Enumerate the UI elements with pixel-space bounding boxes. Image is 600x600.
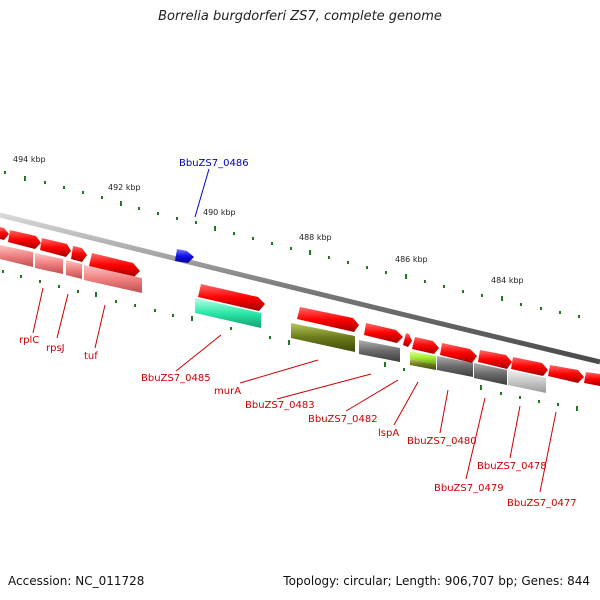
scale-ticks: [4, 171, 580, 318]
scale-label: 494 kbp: [13, 155, 46, 164]
callout-line: [439, 389, 449, 434]
major-tick: [384, 362, 386, 367]
callout-line: [465, 397, 486, 480]
teal-feature[interactable]: [195, 298, 261, 328]
gene-feature[interactable]: [548, 365, 584, 383]
pink-feature[interactable]: [35, 253, 63, 274]
major-tick: [191, 316, 193, 321]
callout-line: [345, 379, 399, 412]
lime-feature[interactable]: [410, 351, 436, 364]
gene-label[interactable]: rpsJ: [46, 343, 65, 354]
scale-label: 488 kbp: [299, 233, 332, 242]
gene-feature[interactable]: [40, 238, 71, 257]
olive-feature[interactable]: [410, 359, 436, 370]
gene-feature[interactable]: [364, 323, 403, 343]
major-tick: [309, 250, 311, 255]
gene-feature[interactable]: [511, 357, 548, 376]
gene-label[interactable]: lspA: [378, 428, 399, 439]
genome-backbone: [0, 212, 600, 365]
genome-title: Borrelia burgdorferi ZS7, complete genom…: [158, 9, 442, 24]
scale-label: 486 kbp: [395, 255, 428, 264]
gene-label[interactable]: murA: [214, 386, 241, 397]
major-tick: [214, 226, 216, 231]
olive-feature[interactable]: [291, 323, 355, 352]
gene-labels: rplC rpsJ tuf BbuZS7_0486 BbuZS7_0485 mu…: [19, 158, 577, 509]
gene-label[interactable]: rplC: [19, 335, 39, 346]
light-gray-feature[interactable]: [508, 370, 546, 393]
gene-label[interactable]: BbuZS7_0480: [407, 436, 477, 447]
rna-features: [0, 245, 546, 393]
gene-feature[interactable]: [584, 372, 600, 386]
scale-label: 490 kbp: [203, 208, 236, 217]
gene-label[interactable]: tuf: [84, 351, 98, 362]
scale-label: 492 kbp: [108, 183, 141, 192]
scale-label: 484 kbp: [491, 276, 524, 285]
callout-line: [56, 293, 69, 339]
gene-feature[interactable]: [440, 343, 477, 363]
major-tick: [288, 340, 290, 345]
callout-line: [393, 381, 419, 426]
major-tick: [120, 201, 122, 206]
accession-text: Accession: NC_011728: [8, 574, 145, 588]
gene-feature[interactable]: [297, 307, 359, 332]
pink-feature[interactable]: [84, 265, 142, 293]
forward-genes: [0, 227, 600, 386]
callout-line: [539, 411, 557, 493]
gene-feature[interactable]: [403, 333, 412, 347]
gene-feature[interactable]: [478, 350, 512, 369]
callout-line: [276, 373, 372, 400]
major-tick: [480, 385, 482, 390]
gene-label[interactable]: BbuZS7_0485: [141, 373, 211, 384]
callout-line: [175, 334, 222, 372]
gene-feature[interactable]: [8, 230, 41, 249]
gene-feature[interactable]: [412, 337, 439, 354]
gene-label[interactable]: BbuZS7_0483: [245, 400, 315, 411]
inner-scale-ticks: [2, 270, 578, 411]
gene-label[interactable]: BbuZS7_0478: [477, 461, 547, 472]
major-tick: [24, 176, 26, 181]
callout-lines: [32, 168, 557, 493]
pink-feature[interactable]: [66, 260, 82, 279]
major-tick: [95, 292, 97, 297]
callout-line: [194, 168, 210, 218]
gene-feature[interactable]: [71, 246, 87, 262]
major-tick: [405, 274, 407, 279]
gray-feature[interactable]: [359, 340, 400, 362]
gene-label[interactable]: BbuZS7_0482: [308, 414, 378, 425]
gene-feature[interactable]: [0, 227, 9, 240]
callout-line: [509, 405, 521, 459]
callout-line: [94, 304, 106, 349]
callout-line: [32, 287, 44, 334]
gene-label[interactable]: BbuZS7_0477: [507, 498, 577, 509]
gene-label[interactable]: BbuZS7_0486: [179, 158, 249, 169]
gene-label[interactable]: BbuZS7_0479: [434, 483, 504, 494]
gene-feature[interactable]: [198, 284, 265, 311]
pink-feature[interactable]: [0, 245, 33, 267]
gray-feature[interactable]: [474, 363, 507, 385]
gray-feature[interactable]: [437, 356, 473, 377]
callout-line: [239, 359, 319, 384]
topology-text: Topology: circular; Length: 906,707 bp; …: [283, 574, 590, 588]
major-tick: [501, 296, 503, 301]
blue-gene-feature[interactable]: [175, 249, 194, 263]
gene-feature[interactable]: [89, 253, 140, 277]
major-tick: [576, 406, 578, 411]
